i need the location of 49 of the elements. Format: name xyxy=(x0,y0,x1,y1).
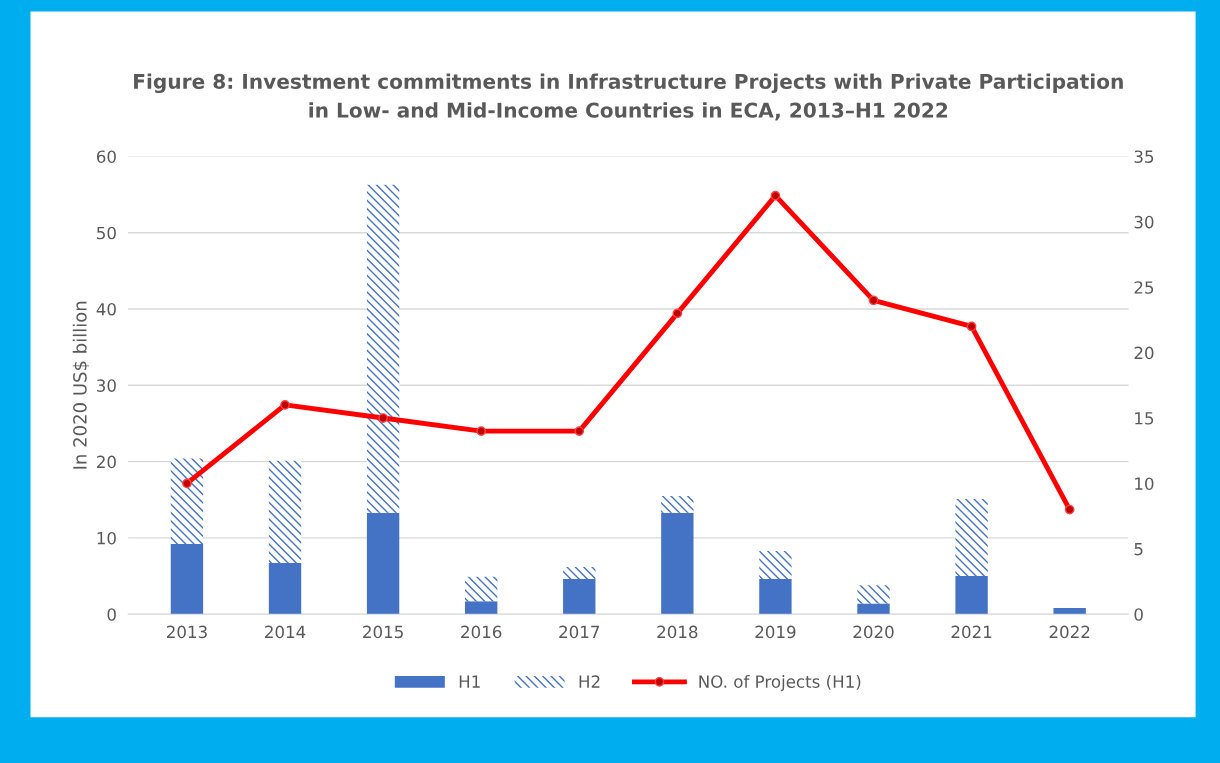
y2-tick-label: 0 xyxy=(1134,608,1143,621)
bar xyxy=(465,576,498,602)
y2-tick-label: 10 xyxy=(1135,477,1154,490)
x-tick-label: 2021 xyxy=(951,625,992,639)
bar xyxy=(268,563,302,615)
y-tick-label: 40 xyxy=(96,302,116,316)
legend-label: NO. of Projects (H1) xyxy=(699,674,861,692)
bar xyxy=(1053,608,1086,615)
y-tick-label: 0 xyxy=(107,608,116,621)
x-tick-label: 2018 xyxy=(657,625,698,639)
bar xyxy=(563,566,596,580)
legend-label: H2 xyxy=(579,675,600,688)
x-tick-label: 2016 xyxy=(461,625,502,639)
bar xyxy=(759,579,792,615)
bar xyxy=(465,601,498,615)
x-tick-label: 2014 xyxy=(265,625,306,639)
bar xyxy=(170,544,204,615)
bar xyxy=(268,460,302,564)
y-tick-label: 20 xyxy=(97,455,116,469)
y-axis-title: In 2020 US$ billion xyxy=(72,301,90,469)
bar xyxy=(170,458,204,545)
bar xyxy=(955,576,988,615)
y-tick-label: 60 xyxy=(96,150,116,163)
bar xyxy=(661,495,694,513)
x-tick-label: 2022 xyxy=(1049,625,1090,639)
x-tick-label: 2019 xyxy=(755,625,796,639)
y-tick-label: 10 xyxy=(97,531,116,545)
y-tick-label: 50 xyxy=(97,226,116,240)
bar xyxy=(955,499,988,577)
bar xyxy=(661,512,694,615)
y2-tick-label: 35 xyxy=(1134,150,1154,163)
x-tick-label: 2020 xyxy=(853,625,894,639)
y2-tick-label: 15 xyxy=(1135,412,1154,425)
bar xyxy=(366,512,400,615)
y2-tick-label: 30 xyxy=(1134,215,1154,229)
bar xyxy=(759,550,792,580)
y2-tick-label: 25 xyxy=(1134,281,1154,294)
x-tick-label: 2015 xyxy=(363,625,403,639)
bar xyxy=(366,184,400,513)
chart-title: Figure 8: Investment commitments in Infrastructure Projects with Private Participation in Low- and Mid-Income Countries in ECA, 2013–H1 2022 xyxy=(134,73,1123,121)
legend-label: H1 xyxy=(459,675,480,688)
bar xyxy=(857,603,890,615)
x-tick-label: 2017 xyxy=(559,625,600,639)
bar xyxy=(857,585,890,604)
x-tick-label: 2013 xyxy=(166,625,207,639)
y-tick-label: 30 xyxy=(97,379,116,392)
y2-tick-label: 5 xyxy=(1134,543,1143,556)
bar xyxy=(563,579,596,615)
y2-tick-label: 20 xyxy=(1134,346,1154,360)
